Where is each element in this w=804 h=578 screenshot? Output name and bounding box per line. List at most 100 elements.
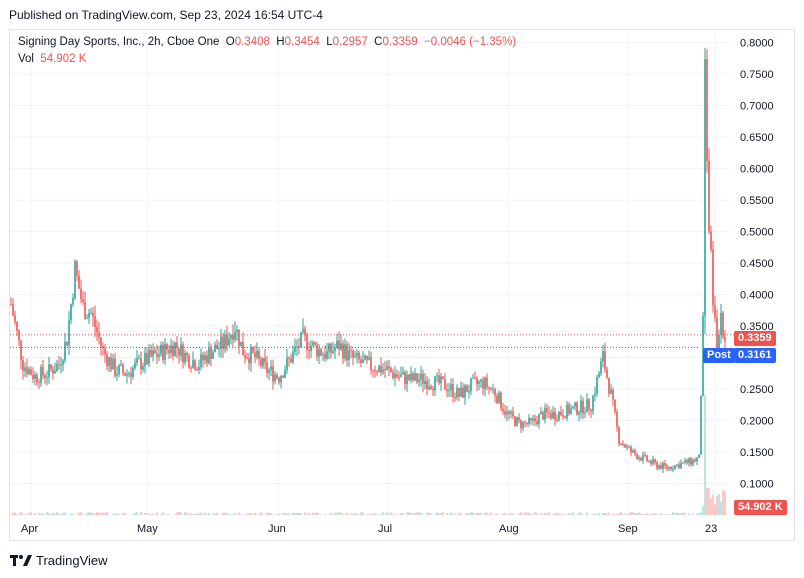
candle-body	[366, 355, 368, 360]
volume-bar	[478, 513, 480, 515]
candle-body	[292, 351, 294, 363]
candle-body	[496, 395, 498, 404]
candle-body	[358, 352, 360, 360]
volume-bar	[660, 513, 662, 515]
candle-body	[644, 454, 646, 456]
volume-bar	[576, 514, 578, 515]
candle-body	[266, 362, 268, 373]
candle-body	[502, 408, 504, 412]
volume-bar	[614, 514, 616, 515]
volume-bar	[148, 513, 150, 515]
close-label: C	[374, 36, 383, 48]
candle-body	[220, 336, 222, 349]
candle-body	[640, 457, 642, 461]
volume-bar	[38, 513, 40, 515]
change-value: −0.0046 (−1.35%)	[424, 36, 517, 48]
volume-bar	[664, 514, 666, 515]
volume-bar	[416, 512, 418, 515]
candle-body	[446, 389, 448, 392]
candle-body	[202, 354, 204, 361]
footer-brand[interactable]: TradingView	[10, 553, 108, 568]
volume-bar	[352, 514, 354, 515]
candle-body	[606, 369, 608, 378]
candle-body	[532, 418, 534, 421]
volume-bar	[354, 512, 356, 515]
volume-bar	[552, 514, 554, 515]
candle-body	[560, 411, 562, 416]
candle-body	[114, 358, 116, 376]
volume-bar	[524, 512, 526, 515]
volume-bar	[532, 514, 534, 515]
volume-bar	[198, 513, 200, 515]
candle-body	[10, 303, 12, 305]
volume-bar	[108, 514, 110, 515]
volume-bar	[176, 512, 178, 515]
volume-bar	[140, 512, 142, 515]
candle-body	[440, 376, 442, 384]
volume-bar	[370, 513, 372, 515]
candle-body	[48, 364, 50, 378]
candle-body	[26, 367, 28, 374]
volume-bar	[152, 513, 154, 515]
candle-body	[336, 340, 338, 348]
volume-bar	[254, 512, 256, 515]
candle-body	[320, 349, 322, 356]
symbol-name[interactable]: Signing Day Sports, Inc., 2h, Cboe One	[18, 36, 220, 48]
volume-bar	[400, 513, 402, 515]
candle-body	[218, 348, 220, 350]
candle-body	[542, 411, 544, 420]
candle-body	[682, 462, 684, 464]
candle-body	[146, 352, 148, 364]
candle-body	[494, 389, 496, 396]
volume-bar	[640, 513, 642, 515]
candle-body	[228, 338, 230, 346]
candle-body	[658, 465, 660, 469]
y-tick-label: 0.1500	[740, 447, 774, 459]
candle-body	[604, 351, 606, 370]
volume-bar	[338, 512, 340, 515]
volume-bar	[678, 513, 680, 515]
candle-body	[474, 377, 476, 379]
volume-bar	[624, 513, 626, 515]
volume-bar	[716, 496, 718, 515]
candle-body	[468, 391, 470, 393]
candle-body	[526, 422, 528, 424]
volume-bar	[468, 513, 470, 515]
volume-bar	[674, 513, 676, 515]
volume-bar	[558, 513, 560, 515]
volume-bar	[316, 512, 318, 515]
candle-body	[252, 346, 254, 353]
x-tick-label: Jun	[268, 523, 286, 535]
candle-body	[706, 59, 708, 162]
volume-bar	[622, 514, 624, 515]
volume-bar	[90, 512, 92, 515]
chart-frame[interactable]	[9, 29, 795, 541]
volume-bar	[554, 513, 556, 515]
candle-body	[230, 334, 232, 339]
volume-bar	[312, 512, 314, 515]
candle-body	[268, 370, 270, 373]
volume-bar	[304, 512, 306, 515]
candle-body	[364, 355, 366, 360]
candle-body	[156, 353, 158, 357]
candle-body	[274, 374, 276, 382]
volume-bar	[562, 513, 564, 515]
high-value: 0.3454	[284, 36, 320, 48]
volume-bar	[534, 512, 536, 515]
candle-body	[28, 369, 30, 374]
volume-bar	[40, 513, 42, 515]
candle-body	[40, 367, 42, 384]
candle-body	[208, 347, 210, 363]
candle-body	[264, 357, 266, 363]
volume-bar	[28, 512, 30, 515]
candle-body	[714, 305, 716, 318]
candle-body	[332, 351, 334, 353]
candle-body	[460, 387, 462, 397]
volume-bar	[536, 513, 538, 515]
candle-body	[654, 459, 656, 463]
candle-body	[638, 457, 640, 459]
volume-bar	[216, 512, 218, 515]
candle-body	[188, 355, 190, 368]
candle-body	[400, 374, 402, 377]
